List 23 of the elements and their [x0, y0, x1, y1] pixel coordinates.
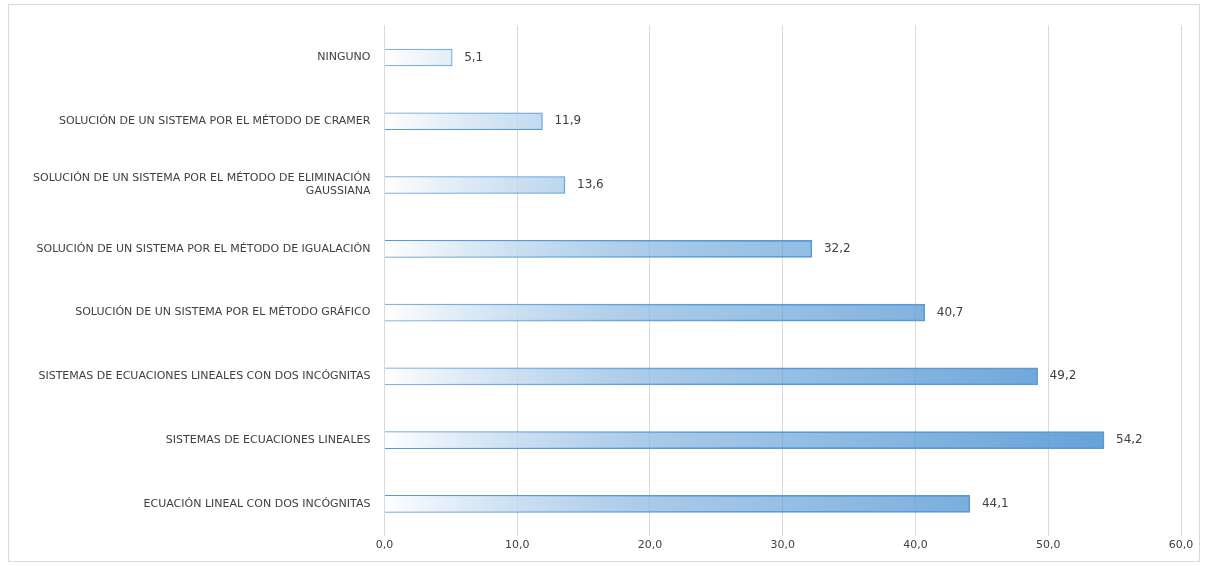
y-tick-label: SOLUCIÓN DE UN SISTEMA POR EL MÉTODO DE CRAMER: [58, 114, 371, 128]
data-label: 40,7: [936, 304, 964, 319]
data-label: 11,9: [554, 113, 582, 128]
x-tick-label: 40,0: [903, 538, 928, 552]
data-label: 49,2: [1049, 368, 1077, 383]
y-tick-label: ECUACIÓN LINEAL CON DOS INCÓGNITAS: [143, 496, 371, 510]
y-tick-label: SISTEMAS DE ECUACIONES LINEALES: [165, 433, 371, 446]
y-tick-label: NINGUNO: [317, 50, 371, 64]
data-label: 54,2: [1116, 432, 1143, 447]
y-tick-label: SOLUCIÓN DE UN SISTEMA POR EL MÉTODO DE ELIMINACIÓN GAUSSIANA: [32, 171, 371, 198]
x-tick-label: 0,0: [375, 538, 394, 552]
x-tick-label: 50,0: [1035, 538, 1061, 552]
y-tick-label: SISTEMAS DE ECUACIONES LINEALES CON DOS INCÓGNITAS: [38, 369, 371, 383]
x-tick-label: 30,0: [770, 538, 795, 552]
data-label: 32,2: [823, 240, 851, 255]
data-label: 5,1: [464, 49, 484, 64]
y-tick-label: SOLUCIÓN DE UN SISTEMA POR EL MÉTODO DE IGUALACIÓN: [36, 241, 371, 255]
x-tick-label: 10,0: [504, 538, 530, 552]
y-tick-label: SOLUCIÓN DE UN SISTEMA POR EL MÉTODO GRÁFICO: [75, 305, 371, 319]
x-tick-label: 60,0: [1168, 538, 1194, 552]
data-label: 44,1: [981, 496, 1009, 511]
data-label: 13,6: [577, 177, 604, 192]
x-tick-label: 20,0: [637, 538, 663, 552]
